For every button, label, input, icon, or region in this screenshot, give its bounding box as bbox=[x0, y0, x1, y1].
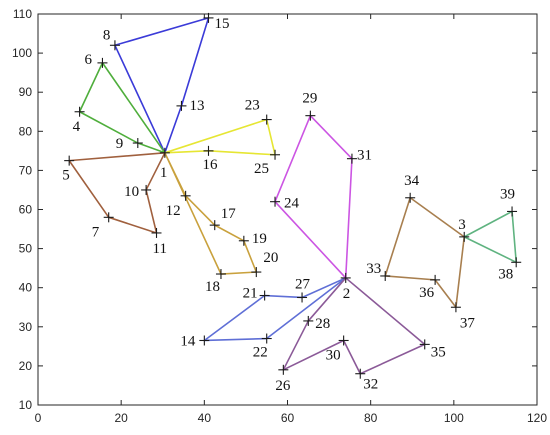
node-label-15: 15 bbox=[214, 16, 229, 32]
plot-frame bbox=[37, 13, 538, 406]
y-tick-label: 30 bbox=[19, 320, 33, 334]
node-label-11: 11 bbox=[153, 241, 167, 257]
node-label-39: 39 bbox=[500, 186, 515, 202]
y-tick-label: 20 bbox=[19, 359, 33, 373]
node-label-23: 23 bbox=[245, 98, 260, 114]
node-label-18: 18 bbox=[205, 279, 220, 295]
node-label-6: 6 bbox=[84, 52, 92, 68]
node-label-20: 20 bbox=[263, 250, 278, 266]
y-tick-label: 40 bbox=[19, 281, 33, 295]
y-tick-label: 110 bbox=[13, 7, 32, 21]
node-label-21: 21 bbox=[243, 286, 258, 302]
route-line bbox=[463, 210, 518, 264]
node-label-12: 12 bbox=[166, 203, 181, 219]
node-label-3: 3 bbox=[458, 217, 466, 233]
node-label-25: 25 bbox=[254, 161, 269, 177]
route-line bbox=[68, 152, 166, 234]
node-label-8: 8 bbox=[103, 27, 111, 43]
node-label-9: 9 bbox=[116, 136, 124, 152]
node-label-14: 14 bbox=[180, 333, 196, 349]
x-tick-label: 20 bbox=[114, 411, 128, 425]
y-tick-label: 80 bbox=[19, 124, 33, 138]
node-label-34: 34 bbox=[404, 173, 420, 189]
y-tick-label: 10 bbox=[19, 398, 33, 412]
y-tick-label: 90 bbox=[19, 85, 33, 99]
node-label-38: 38 bbox=[498, 266, 513, 282]
node-label-26: 26 bbox=[275, 378, 291, 394]
y-tick-label: 60 bbox=[19, 203, 33, 217]
x-tick-label: 100 bbox=[444, 411, 464, 425]
node-label-5: 5 bbox=[62, 168, 70, 184]
route-line bbox=[203, 277, 347, 342]
node-label-22: 22 bbox=[253, 345, 268, 361]
x-tick-label: 40 bbox=[198, 411, 212, 425]
node-label-10: 10 bbox=[124, 184, 139, 200]
x-tick-label: 120 bbox=[527, 411, 547, 425]
node-label-24: 24 bbox=[284, 196, 300, 212]
node-label-17: 17 bbox=[221, 206, 237, 222]
node-label-4: 4 bbox=[73, 119, 81, 135]
node-label-33: 33 bbox=[366, 261, 381, 277]
node-label-30: 30 bbox=[326, 347, 341, 363]
node-label-19: 19 bbox=[252, 231, 267, 247]
node-label-36: 36 bbox=[419, 285, 435, 301]
route-line bbox=[384, 196, 466, 309]
node-label-29: 29 bbox=[302, 91, 317, 107]
node-label-28: 28 bbox=[315, 316, 330, 332]
node-label-35: 35 bbox=[431, 344, 446, 360]
y-tick-label: 70 bbox=[19, 163, 33, 177]
node-label-31: 31 bbox=[357, 148, 372, 164]
x-tick-label: 60 bbox=[281, 411, 295, 425]
x-tick-label: 0 bbox=[35, 411, 42, 425]
x-tick-label: 80 bbox=[364, 411, 378, 425]
node-label-32: 32 bbox=[363, 377, 378, 393]
node-label-16: 16 bbox=[202, 157, 218, 173]
node-label-13: 13 bbox=[189, 98, 204, 114]
y-tick-label: 50 bbox=[19, 242, 33, 256]
node-label-1: 1 bbox=[160, 165, 168, 181]
y-tick-label: 100 bbox=[12, 46, 32, 60]
node-label-27: 27 bbox=[295, 276, 311, 292]
node-label-7: 7 bbox=[92, 224, 100, 240]
node-label-2: 2 bbox=[343, 286, 351, 302]
node-label-37: 37 bbox=[460, 315, 476, 331]
